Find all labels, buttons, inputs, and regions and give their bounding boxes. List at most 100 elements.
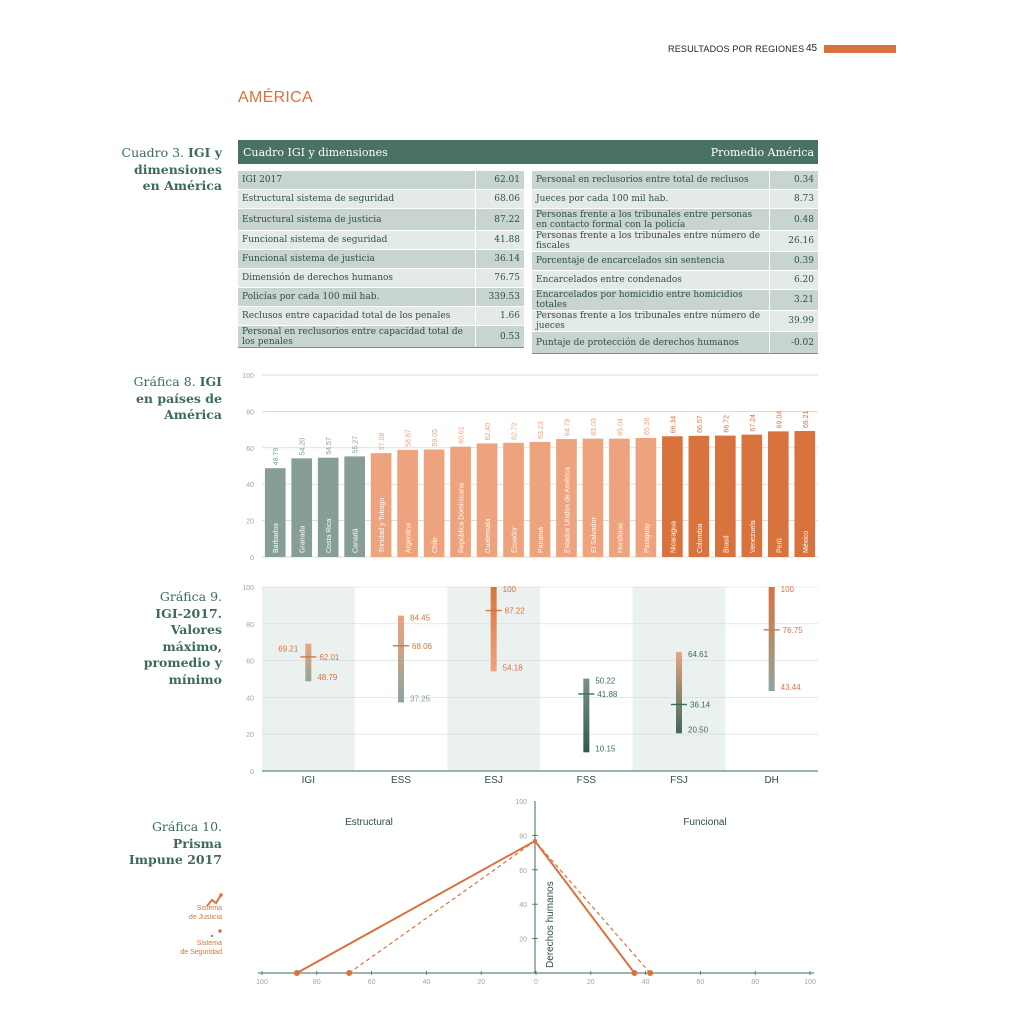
min-label: 54.18 bbox=[503, 663, 524, 672]
x-tick-label: 60 bbox=[368, 979, 376, 986]
series-point bbox=[346, 970, 353, 976]
range-bar bbox=[305, 643, 312, 682]
max-label: 50.22 bbox=[595, 677, 616, 686]
min-label: 37.25 bbox=[410, 694, 431, 703]
indicator-label: Jueces por cada 100 mil hab. bbox=[532, 189, 770, 209]
max-label: 84.45 bbox=[410, 614, 431, 623]
bar bbox=[423, 449, 445, 557]
caption-title: en países de bbox=[135, 390, 222, 406]
bar bbox=[582, 438, 604, 557]
x-tick-label: 100 bbox=[804, 979, 816, 986]
table-row: Porcentaje de encarcelados sin sentencia… bbox=[532, 251, 818, 271]
table-row: Personal en reclusorios entre capacidad … bbox=[238, 325, 524, 348]
cuadro3-caption: Cuadro 3. IGI y dimensiones en América bbox=[122, 145, 222, 195]
indicator-label: Funcional sistema de seguridad bbox=[238, 230, 476, 250]
mean-label: 68.06 bbox=[412, 642, 433, 651]
bar-value-label: 62.40 bbox=[485, 423, 492, 441]
right-side-label: Funcional bbox=[683, 817, 726, 828]
table-row: Personal en reclusorios entre total de r… bbox=[532, 171, 818, 190]
range-bar bbox=[768, 587, 775, 692]
bar-value-label: 66.34 bbox=[670, 416, 677, 434]
mean-label: 41.88 bbox=[597, 690, 618, 699]
y-tick-label: 40 bbox=[519, 902, 527, 909]
y-tick-label: 100 bbox=[515, 799, 527, 806]
bar-category-label: Chile bbox=[432, 537, 439, 553]
section-title: RESULTADOS POR REGIONES bbox=[668, 44, 805, 54]
max-label: 100 bbox=[781, 585, 795, 594]
y-tick-label: 80 bbox=[519, 833, 527, 840]
indicator-label: Funcional sistema de justicia bbox=[238, 249, 476, 269]
indicator-table-left: IGI 2017 62.01 Estructural sistema de segu… bbox=[238, 171, 524, 348]
range-bar bbox=[490, 587, 497, 672]
grafica10-caption: Gráfica 10. Prisma Impune 2017 bbox=[129, 819, 222, 869]
bar-category-label: República Dominicana bbox=[459, 483, 466, 553]
bar-category-label: Granada bbox=[300, 526, 307, 553]
indicator-label: Reclusos entre capacidad total de los pe… bbox=[238, 306, 476, 326]
caption-title: promedio y bbox=[143, 655, 222, 670]
indicator-label: Personal en reclusorios entre total de r… bbox=[532, 171, 770, 190]
x-tick-label: 40 bbox=[642, 979, 650, 986]
page-number: 45 bbox=[806, 43, 818, 54]
indicator-label: Personas frente a los tribunales entre p… bbox=[532, 208, 770, 231]
x-tick-label: 60 bbox=[697, 979, 705, 986]
indicator-label: Estructural sistema de justicia bbox=[238, 208, 476, 231]
x-tick-label: 40 bbox=[423, 979, 431, 986]
y-tick-label: 60 bbox=[246, 659, 254, 666]
table-row: Funcional sistema de seguridad 41.88 bbox=[238, 230, 524, 250]
bar bbox=[741, 434, 763, 557]
indicator-value: 39.99 bbox=[769, 310, 818, 332]
bar bbox=[715, 435, 736, 557]
category-label: FSS bbox=[577, 775, 597, 786]
caption-title: América bbox=[164, 407, 222, 422]
legend-label: de Seguridad bbox=[180, 949, 222, 956]
series-point bbox=[631, 970, 638, 976]
table-row: Personas frente a los tribunales entre n… bbox=[532, 310, 818, 332]
indicator-value: 26.16 bbox=[769, 230, 818, 252]
caption-prefix: Gráfica 10. bbox=[151, 819, 222, 834]
bar-value-label: 63.23 bbox=[538, 421, 545, 439]
x-tick-label: 80 bbox=[751, 979, 759, 986]
caption-title: en América bbox=[142, 178, 222, 193]
min-label: 43.44 bbox=[781, 683, 802, 692]
series-point bbox=[647, 970, 654, 976]
indicator-label: Personas frente a los tribunales entre n… bbox=[532, 310, 770, 332]
series-justicia-line bbox=[296, 839, 636, 974]
y-tick-label: 20 bbox=[246, 519, 254, 526]
caption-prefix: Gráfica 9. bbox=[159, 589, 222, 604]
legend-seguridad-icon bbox=[210, 934, 214, 938]
table-row: Jueces por cada 100 mil hab. 8.73 bbox=[532, 189, 818, 209]
bar-value-label: 66.57 bbox=[697, 415, 704, 433]
indicator-value: 3.21 bbox=[769, 289, 818, 311]
caption-title: Impune 2017 bbox=[128, 852, 222, 867]
bar-category-label: Honduras bbox=[617, 522, 624, 553]
x-tick-label: 0 bbox=[534, 979, 538, 986]
bar-category-label: Ecuador bbox=[512, 526, 519, 553]
bar bbox=[476, 443, 498, 557]
bar-category-label: Venezuela bbox=[750, 520, 757, 553]
bar-value-label: 65.04 bbox=[617, 418, 624, 436]
bar bbox=[767, 431, 789, 557]
indicator-label: Personas frente a los tribunales entre n… bbox=[532, 230, 770, 252]
grafica8-caption: Gráfica 8. IGI en países de América bbox=[134, 374, 222, 424]
table-row: Encarcelados entre condenados 6.20 bbox=[532, 270, 818, 290]
y-tick-label: 80 bbox=[246, 622, 254, 629]
legend-justicia-icon bbox=[219, 893, 223, 897]
region-title: AMÉRICA bbox=[238, 89, 313, 106]
bar-category-label: Colombia bbox=[697, 523, 704, 553]
indicator-value: 76.75 bbox=[475, 268, 524, 288]
bar bbox=[556, 439, 577, 557]
indicator-value: 0.34 bbox=[769, 171, 818, 190]
bar-value-label: 65.03 bbox=[591, 418, 598, 436]
indicator-label: Personal en reclusorios entre capacidad … bbox=[238, 325, 476, 348]
x-tick-label: 20 bbox=[477, 979, 485, 986]
bar-category-label: Costa Rica bbox=[326, 519, 333, 553]
bar-value-label: 55.27 bbox=[353, 436, 360, 454]
max-label: 64.61 bbox=[688, 650, 709, 659]
indicator-value: 41.88 bbox=[475, 230, 524, 250]
indicator-value: -0.02 bbox=[769, 331, 818, 354]
table-row: Encarcelados por homicidio entre homicid… bbox=[532, 289, 818, 311]
bar-value-label: 59.05 bbox=[432, 429, 439, 447]
caption-title: Valores bbox=[170, 622, 222, 637]
table-row: IGI 2017 62.01 bbox=[238, 171, 524, 190]
series-point bbox=[293, 970, 300, 976]
